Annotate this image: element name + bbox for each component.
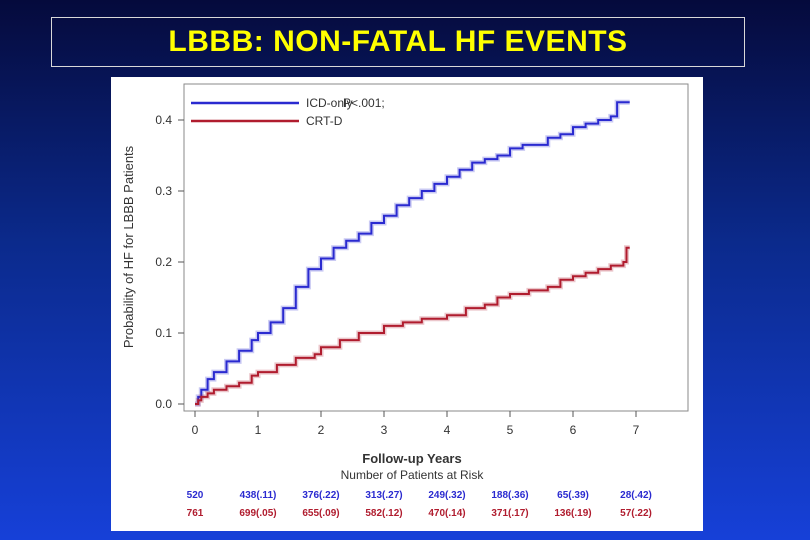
risk-cell-crt: 655(.09)	[302, 508, 339, 519]
y-tick-label: 0.0	[155, 397, 172, 411]
risk-cell-icd: 188(.36)	[491, 490, 528, 501]
slide-title: LBBB: NON-FATAL HF EVENTS	[168, 25, 628, 58]
risk-cell-icd: 520	[187, 490, 204, 501]
x-tick-label: 1	[255, 423, 262, 437]
x-tick-label: 7	[633, 423, 640, 437]
x-tick-label: 3	[381, 423, 388, 437]
y-axis-label: Probability of HF for LBBB Patients	[121, 145, 136, 348]
risk-cell-crt: 136(.19)	[554, 508, 591, 519]
legend-label-icd: ICD-only	[306, 96, 353, 110]
x-tick-label: 0	[192, 423, 199, 437]
x-tick-label: 2	[318, 423, 325, 437]
y-tick-label: 0.2	[155, 255, 172, 269]
risk-cell-icd: 249(.32)	[428, 490, 465, 501]
risk-cell-crt: 57(.22)	[620, 508, 652, 519]
p-value-annotation: P<.001;	[343, 96, 385, 110]
y-tick-label: 0.1	[155, 326, 172, 340]
x-tick-label: 5	[507, 423, 514, 437]
legend-label-crt: CRT-D	[306, 114, 343, 128]
y-tick-label: 0.4	[155, 113, 172, 127]
risk-cell-icd: 313(.27)	[365, 490, 402, 501]
risk-cell-crt: 582(.12)	[365, 508, 402, 519]
x-tick-label: 6	[570, 423, 577, 437]
risk-cell-crt: 699(.05)	[239, 508, 276, 519]
x-axis-label: Follow-up Years	[362, 451, 461, 466]
km-chart: Probability of HF for LBBB Patients Foll…	[121, 83, 689, 519]
risk-cell-icd: 438(.11)	[240, 490, 277, 501]
y-tick-label: 0.3	[155, 184, 172, 198]
risk-cell-icd: 65(.39)	[557, 490, 589, 501]
plot-area	[183, 83, 689, 412]
risk-cell-crt: 470(.14)	[428, 508, 465, 519]
slide-title-box: LBBB: NON-FATAL HF EVENTS	[51, 17, 745, 67]
risk-cell-crt: 371(.17)	[491, 508, 528, 519]
risk-table-header: Number of Patients at Risk	[341, 468, 485, 482]
risk-cell-icd: 376(.22)	[302, 490, 339, 501]
risk-cell-crt: 761	[187, 508, 204, 519]
x-tick-label: 4	[444, 423, 451, 437]
risk-cell-icd: 28(.42)	[620, 490, 652, 501]
legend: ICD-only CRT-D	[191, 96, 353, 128]
series-line-icd	[195, 101, 630, 405]
chart-panel: Probability of HF for LBBB Patients Foll…	[111, 77, 703, 531]
series-line-crt	[195, 246, 630, 405]
